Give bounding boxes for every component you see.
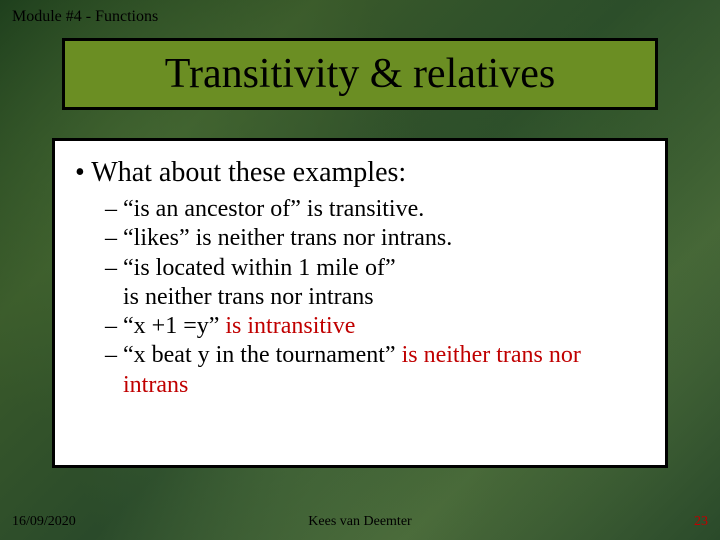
item-prefix: “is an ancestor of” (123, 196, 307, 222)
sub-bullet-list: “is an ancestor of” is transitive. “like… (105, 195, 645, 400)
item-prefix: “is located within 1 mile of” (123, 255, 396, 281)
footer-page-number: 23 (694, 514, 708, 530)
item-trail: is neither trans nor intrans. (196, 225, 453, 251)
main-bullet-text: What about these examples: (91, 157, 406, 188)
item-trail: is transitive. (307, 196, 424, 222)
footer-author: Kees van Deemter (308, 514, 411, 530)
item-trail: is intransitive (225, 313, 355, 339)
slide-title: Transitivity & relatives (165, 50, 555, 98)
footer-date: 16/09/2020 (12, 514, 76, 530)
list-item: “likes” is neither trans nor intrans. (105, 224, 645, 253)
title-box: Transitivity & relatives (62, 38, 658, 110)
main-bullet: • What about these examples: (75, 157, 645, 189)
item-prefix: “x beat y in the tournament” (123, 342, 402, 368)
item-prefix: “likes” (123, 225, 196, 251)
footer: 16/09/2020 Kees van Deemter 23 (0, 510, 720, 530)
list-item: “is located within 1 mile of” is neither … (105, 254, 645, 313)
list-item: “x beat y in the tournament” is neither … (105, 341, 645, 400)
list-item: “x +1 =y” is intransitive (105, 312, 645, 341)
list-item: “is an ancestor of” is transitive. (105, 195, 645, 224)
item-trail: is neither trans nor intrans (123, 284, 374, 310)
item-prefix: “x +1 =y” (123, 313, 225, 339)
module-label: Module #4 - Functions (12, 8, 158, 26)
content-box: • What about these examples: “is an ance… (52, 138, 668, 468)
